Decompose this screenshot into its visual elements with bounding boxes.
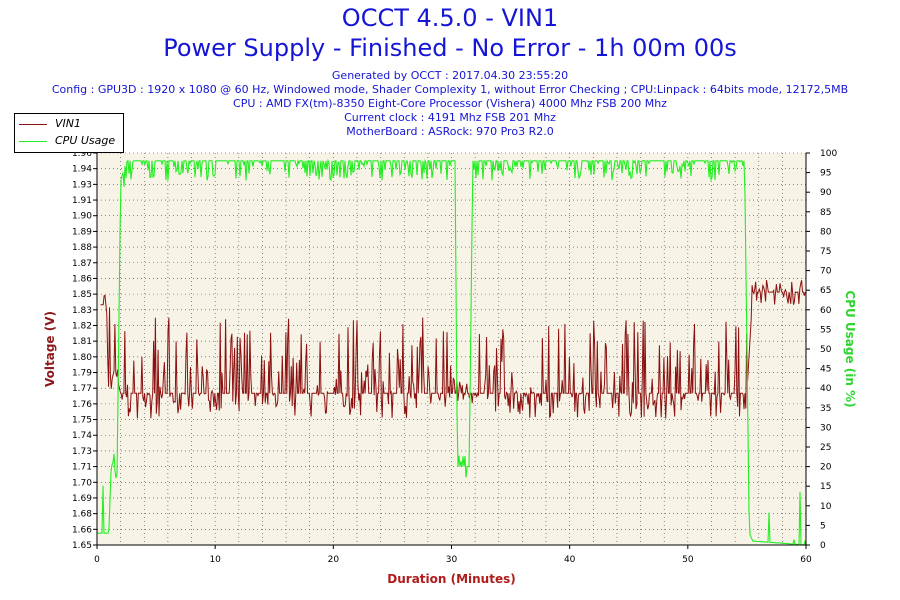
y-tick-label: 1.74 — [72, 431, 92, 441]
y-tick-label: 1.77 — [72, 384, 92, 394]
y-right-tick-label: 5 — [820, 521, 826, 531]
y-tick-label: 1.69 — [72, 494, 92, 504]
y-right-tick-label: 65 — [820, 286, 831, 296]
x-axis-label: Duration (Minutes) — [387, 572, 515, 586]
y-tick-label: 1.65 — [72, 541, 92, 551]
y-tick-label: 1.93 — [72, 180, 92, 190]
clock-line: Current clock : 4191 Mhz FSB 201 Mhz — [344, 111, 556, 124]
y-right-tick-label: 25 — [820, 443, 831, 453]
y-right-tick-label: 95 — [820, 169, 831, 179]
y-tick-label: 1.89 — [72, 227, 92, 237]
y-tick-label: 1.87 — [72, 259, 92, 269]
y-tick-label: 1.80 — [72, 353, 92, 363]
y-tick-label: 1.70 — [72, 478, 92, 488]
y-right-tick-label: 55 — [820, 325, 831, 335]
y-tick-label: 1.73 — [72, 447, 92, 457]
series-line-vin1 — [100, 280, 806, 419]
y-axis-label-left: Voltage (V) — [43, 311, 57, 387]
legend-swatch-cpu — [19, 140, 47, 142]
y-right-tick-label: 80 — [820, 227, 832, 237]
x-tick-label: 50 — [682, 555, 694, 565]
y-tick-label: 1.66 — [72, 525, 92, 535]
chart-title: OCCT 4.5.0 - VIN1 — [341, 4, 559, 32]
y-tick-label: 1.86 — [72, 274, 92, 284]
y-right-tick-label: 20 — [820, 463, 832, 473]
y-right-tick-label: 75 — [820, 247, 831, 257]
y-right-tick-label: 60 — [820, 306, 832, 316]
y-tick-label: 1.90 — [72, 212, 92, 222]
y-tick-label: 1.83 — [72, 306, 92, 316]
y-right-tick-label: 40 — [820, 384, 832, 394]
x-tick-label: 0 — [94, 555, 100, 565]
y-tick-label: 1.94 — [72, 165, 92, 175]
legend-label-vin1: VIN1 — [55, 117, 81, 130]
x-tick-label: 40 — [564, 555, 576, 565]
legend: VIN1 CPU Usage — [14, 113, 124, 153]
y-tick-label: 1.82 — [72, 321, 92, 331]
y-right-tick-label: 45 — [820, 365, 831, 375]
y-right-tick-label: 0 — [820, 541, 826, 551]
x-tick-label: 20 — [328, 555, 340, 565]
legend-label-cpu: CPU Usage — [55, 134, 116, 147]
y-tick-label: 1.76 — [72, 400, 92, 410]
y-right-tick-label: 70 — [820, 267, 832, 277]
cpu-line: CPU : AMD FX(tm)-8350 Eight-Core Process… — [233, 97, 667, 110]
y-tick-label: 1.75 — [72, 416, 92, 426]
y-right-tick-label: 35 — [820, 404, 831, 414]
y-right-tick-label: 85 — [820, 208, 831, 218]
chart-subtitle: Power Supply - Finished - No Error - 1h … — [163, 34, 737, 62]
legend-item-vin1: VIN1 — [19, 117, 81, 131]
y-tick-label: 1.79 — [72, 369, 92, 379]
legend-item-cpu: CPU Usage — [19, 134, 115, 148]
x-tick-label: 10 — [209, 555, 221, 565]
y-tick-label: 1.71 — [72, 463, 92, 473]
y-right-tick-label: 50 — [820, 345, 832, 355]
y-tick-label: 1.91 — [72, 196, 92, 206]
y-axis-label-right: CPU Usage (in %) — [843, 290, 857, 407]
x-tick-label: 30 — [446, 555, 458, 565]
config-line: Config : GPU3D : 1920 x 1080 @ 60 Hz, Wi… — [51, 83, 849, 96]
y-right-tick-label: 10 — [820, 502, 832, 512]
y-tick-label: 1.96 — [72, 149, 92, 159]
y-right-tick-label: 90 — [820, 188, 832, 198]
x-tick-label: 60 — [800, 555, 812, 565]
motherboard-line: MotherBoard : ASRock: 970 Pro3 R2.0 — [346, 125, 554, 138]
y-tick-label: 1.68 — [72, 510, 92, 520]
legend-swatch-vin1 — [19, 123, 47, 125]
y-tick-label: 1.88 — [72, 243, 92, 253]
series-line-cpu — [97, 158, 807, 546]
y-right-tick-label: 15 — [820, 482, 831, 492]
y-tick-label: 1.81 — [72, 337, 92, 347]
generated-line: Generated by OCCT : 2017.04.30 23:55:20 — [331, 69, 569, 82]
y-right-tick-label: 100 — [820, 149, 837, 159]
y-tick-label: 1.85 — [72, 290, 92, 300]
y-right-tick-label: 30 — [820, 423, 832, 433]
